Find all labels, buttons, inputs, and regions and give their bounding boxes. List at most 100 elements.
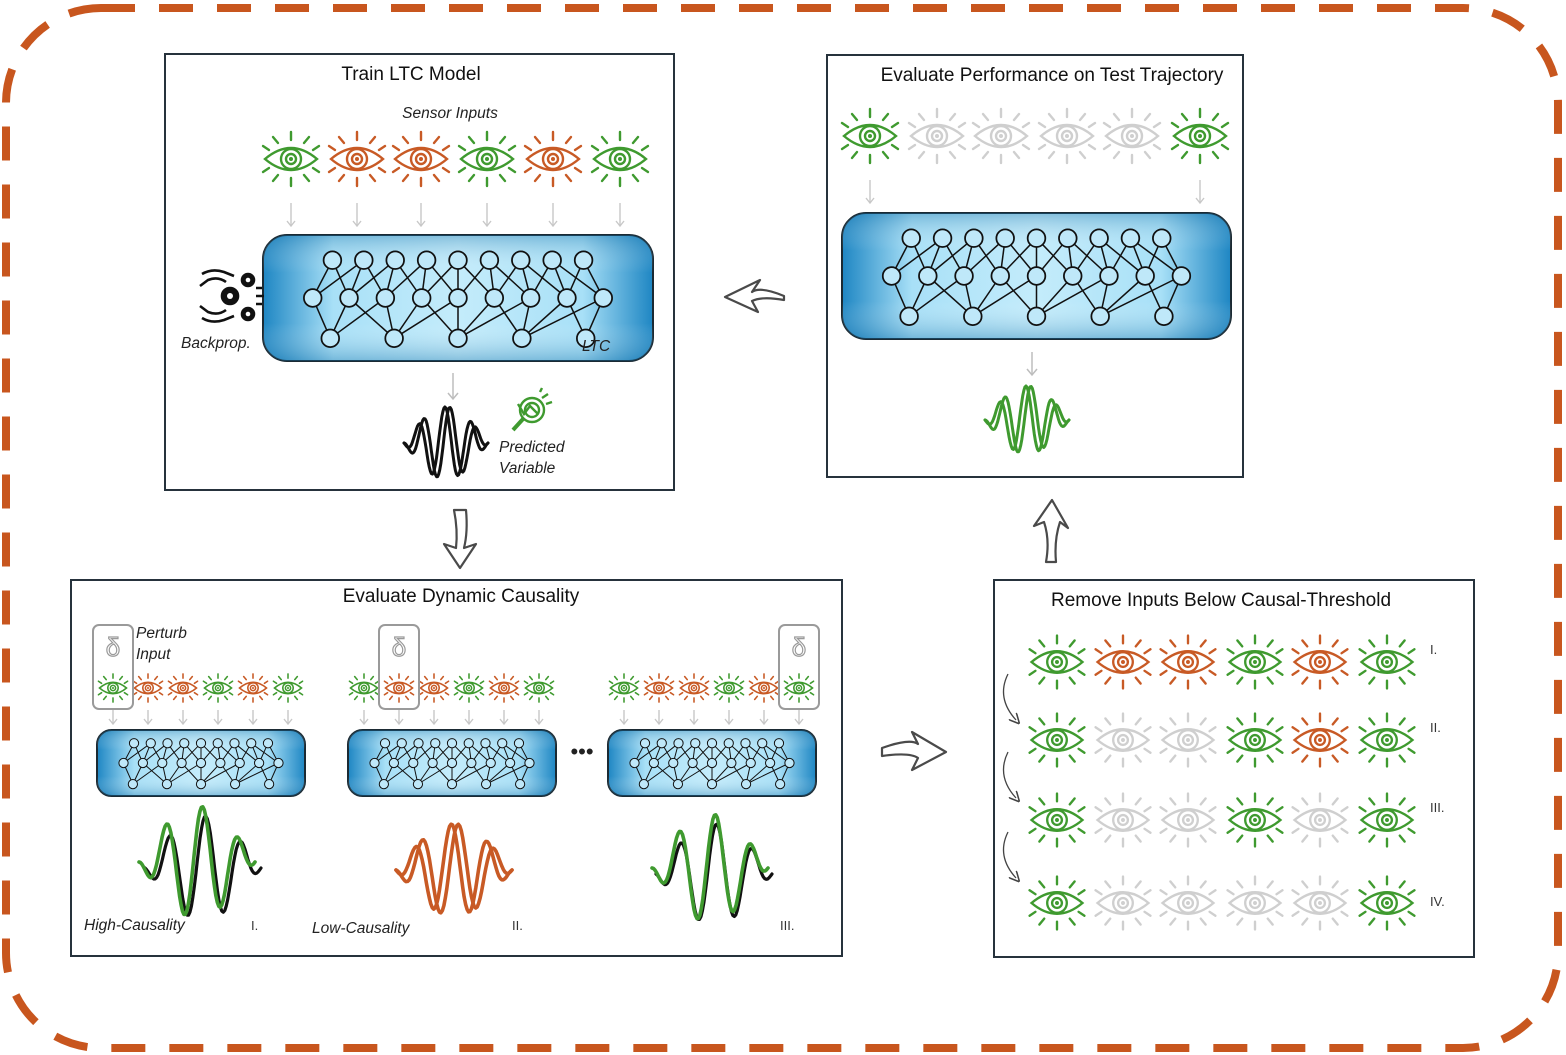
ltc-model-small bbox=[347, 729, 557, 797]
eval-ltc-block bbox=[841, 212, 1232, 340]
causality-group: δ II. Low-Causality bbox=[312, 624, 557, 937]
sensor-eye-icon bbox=[237, 673, 269, 703]
sensor-eye-icon bbox=[97, 673, 129, 703]
train-ltc-block bbox=[262, 234, 654, 362]
green-waveform bbox=[137, 805, 257, 917]
step-arrow bbox=[1002, 673, 1017, 720]
sensor-eye-icon bbox=[132, 673, 164, 703]
sensor-eye-icon bbox=[1094, 634, 1152, 690]
dynamic-causality-panel: Evaluate Dynamic Causality Perturb Input… bbox=[70, 579, 843, 957]
predicted-waveform bbox=[402, 405, 490, 479]
sensor-eye-icon bbox=[1028, 634, 1086, 690]
remove-row: IV. bbox=[1028, 875, 1445, 931]
ltc-label: LTC bbox=[582, 338, 611, 355]
ellipsis: ••• bbox=[570, 739, 593, 764]
perturb-label-line1: Perturb bbox=[136, 625, 187, 642]
predicted-label-line1: Predicted bbox=[499, 439, 566, 456]
flow-arrow-right bbox=[880, 730, 948, 772]
sensor-eye-icon bbox=[1170, 107, 1230, 165]
perturb-box bbox=[778, 624, 820, 710]
sensor-eye-icon bbox=[1037, 107, 1097, 165]
causality-caption: High-Causality bbox=[84, 917, 186, 934]
sensor-eye-icon bbox=[1291, 634, 1349, 690]
row-numeral: I. bbox=[1430, 642, 1437, 657]
sensor-eye-icon bbox=[1028, 875, 1086, 931]
perturb-box bbox=[92, 624, 134, 710]
group-numeral: III. bbox=[780, 918, 794, 933]
sensor-eye-icon bbox=[1094, 875, 1152, 931]
ltc-model-small bbox=[96, 729, 306, 797]
sensor-eye-icon bbox=[1291, 875, 1349, 931]
sensor-eye-icon bbox=[1102, 107, 1162, 165]
sensor-eye-icon bbox=[453, 673, 485, 703]
sensor-eye-icon bbox=[488, 673, 520, 703]
causality-groups: δ I. High-Causality δ II. Low-Causality δ III. bbox=[84, 624, 820, 937]
group-numeral: I. bbox=[251, 918, 258, 933]
row-numeral: II. bbox=[1430, 720, 1441, 735]
gears-hands-icon bbox=[199, 269, 264, 323]
sensor-eye-icon bbox=[1028, 712, 1086, 768]
sensor-eye-icon bbox=[608, 673, 640, 703]
eval-input-arrows bbox=[865, 180, 1205, 205]
causality-group: δ III. bbox=[607, 624, 820, 933]
sensor-eye-icon bbox=[418, 673, 450, 703]
predicted-label-line2: Variable bbox=[499, 460, 556, 477]
sensor-eye-icon bbox=[1159, 634, 1217, 690]
ltc-model bbox=[841, 212, 1232, 340]
causality-panel-title: Evaluate Dynamic Causality bbox=[343, 586, 580, 607]
sensor-eye-icon bbox=[348, 673, 380, 703]
flow-arrow-down bbox=[442, 508, 478, 570]
orange-waveform-b bbox=[394, 822, 514, 914]
sensor-eye-icon bbox=[523, 673, 555, 703]
sensor-eye-icon bbox=[678, 673, 710, 703]
delta-symbol: δ bbox=[106, 632, 120, 662]
evaluate-panel-title: Evaluate Performance on Test Trajectory bbox=[881, 65, 1224, 86]
sensor-eye-icon bbox=[523, 130, 583, 188]
sensor-eye-icon bbox=[1358, 875, 1416, 931]
sensor-eye-icon bbox=[783, 673, 815, 703]
group-numeral: II. bbox=[512, 918, 523, 933]
ltc-model-small bbox=[607, 729, 817, 797]
sensor-eye-icon bbox=[1028, 792, 1086, 848]
sensor-eye-icon bbox=[1226, 634, 1284, 690]
train-sensor-row bbox=[261, 130, 650, 188]
delta-symbol: δ bbox=[792, 632, 806, 662]
sensor-eye-icon bbox=[1094, 792, 1152, 848]
sensor-eye-icon bbox=[327, 130, 387, 188]
delta-symbol: δ bbox=[392, 632, 406, 662]
green-waveform-b bbox=[983, 384, 1071, 453]
causality-group: δ I. High-Causality bbox=[84, 624, 306, 934]
sensor-eye-icon bbox=[1358, 634, 1416, 690]
sensor-eye-icon bbox=[202, 673, 234, 703]
ltc-model bbox=[262, 234, 654, 362]
sensor-eye-icon bbox=[272, 673, 304, 703]
remove-rows: I. II. III. IV. bbox=[1002, 634, 1445, 931]
sensor-eye-icon bbox=[1159, 712, 1217, 768]
remove-row: III. bbox=[1002, 792, 1444, 878]
flow-arrow-left bbox=[723, 278, 786, 314]
remove-inputs-panel: Remove Inputs Below Causal-Threshold I.I… bbox=[993, 579, 1475, 958]
sensor-eye-icon bbox=[167, 673, 199, 703]
causality-caption: Low-Causality bbox=[312, 920, 411, 937]
backprop-label: Backprop. bbox=[181, 335, 251, 352]
remove-row: II. bbox=[1002, 712, 1441, 798]
sensor-eye-icon bbox=[1226, 875, 1284, 931]
eval-sensor-row bbox=[840, 107, 1230, 165]
sensor-eye-icon bbox=[907, 107, 967, 165]
sensor-eye-icon bbox=[1291, 792, 1349, 848]
sensor-eye-icon bbox=[457, 130, 517, 188]
green-waveform bbox=[650, 813, 770, 921]
sensor-eye-icon bbox=[261, 130, 321, 188]
sensor-eye-icon bbox=[971, 107, 1031, 165]
sensor-eye-icon bbox=[1358, 792, 1416, 848]
flow-arrows bbox=[442, 278, 1070, 772]
remove-row: I. bbox=[1002, 634, 1437, 720]
sensor-eye-icon bbox=[1094, 712, 1152, 768]
perturb-label-line2: Input bbox=[136, 646, 171, 663]
row-numeral: III. bbox=[1430, 800, 1444, 815]
flow-arrow-up bbox=[1032, 498, 1070, 564]
sensor-eye-icon bbox=[391, 130, 451, 188]
train-input-arrows bbox=[286, 203, 625, 228]
sensor-eye-icon bbox=[1226, 712, 1284, 768]
